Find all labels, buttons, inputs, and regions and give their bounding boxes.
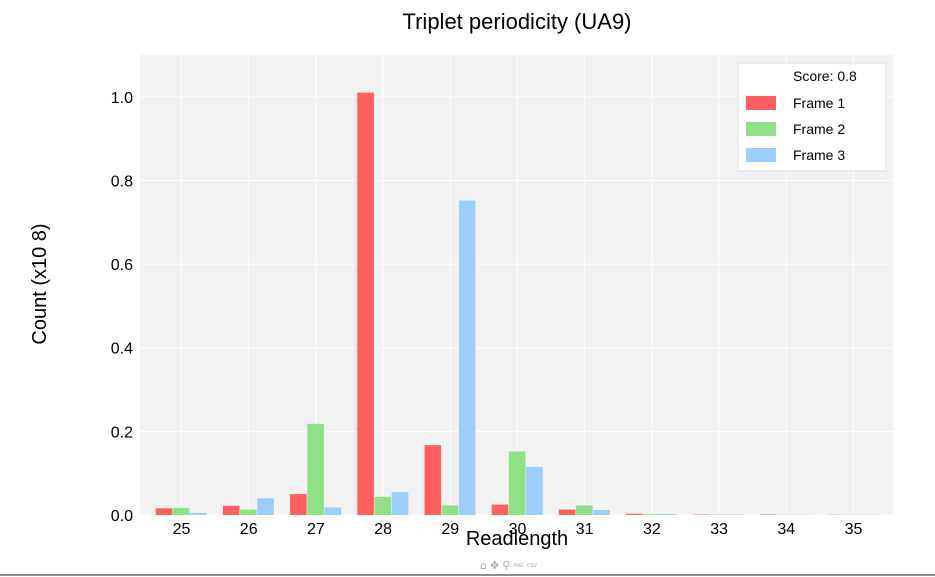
- x-tick-label: 33: [710, 521, 728, 538]
- x-tick-label: 27: [307, 521, 325, 538]
- bar: [508, 451, 526, 515]
- x-tick-label: 35: [845, 521, 863, 538]
- plot-toolbar: ⌂ ✥ ⚲ PNG CSV: [480, 558, 537, 574]
- bar: [643, 514, 660, 515]
- png-export-button[interactable]: PNG: [513, 563, 524, 569]
- bar: [458, 200, 476, 515]
- bar: [257, 498, 274, 515]
- legend-swatch: [746, 96, 776, 110]
- y-ticks: 0.0 0.2 0.4 0.6 0.8 1.0: [111, 90, 133, 525]
- x-tick-label: 31: [576, 521, 594, 538]
- x-tick-label: 26: [240, 521, 258, 538]
- grid: [140, 55, 893, 516]
- x-tick-label: 32: [643, 521, 661, 538]
- zoom-icon[interactable]: ⚲: [502, 559, 511, 572]
- legend-label: Frame 3: [793, 147, 845, 163]
- csv-export-button[interactable]: CSV: [526, 563, 537, 569]
- legend-label: Frame 2: [793, 121, 845, 137]
- legend: Score: 0.8 Frame 1 Frame 2 Frame 3: [737, 62, 887, 172]
- legend-label: Frame 1: [793, 95, 845, 111]
- bar: [391, 492, 409, 515]
- x-ticks: 25 26 27 28 29 30 31 32 33 34 35: [173, 521, 863, 538]
- y-tick-label: 0.6: [111, 257, 133, 274]
- x-tick-label: 25: [173, 521, 191, 538]
- bar: [526, 466, 543, 515]
- bar: [558, 509, 576, 515]
- bottom-divider: [0, 574, 935, 576]
- bar: [576, 505, 593, 515]
- legend-swatch: [746, 122, 776, 136]
- x-tick-label: 29: [441, 521, 459, 538]
- bar: [222, 505, 240, 515]
- bar: [240, 509, 257, 515]
- legend-items: Frame 1 Frame 2 Frame 3: [746, 95, 845, 163]
- bars: [155, 92, 879, 516]
- legend-swatch: [746, 148, 776, 162]
- y-tick-label: 1.0: [111, 90, 133, 107]
- bar: [424, 445, 442, 515]
- y-tick-label: 0.4: [111, 341, 133, 358]
- y-tick-label: 0.0: [111, 508, 133, 525]
- bar: [660, 514, 678, 515]
- bar: [357, 92, 374, 516]
- pan-icon[interactable]: ✥: [489, 559, 500, 572]
- bar: [374, 497, 392, 515]
- bar: [324, 507, 342, 515]
- bar: [491, 504, 509, 515]
- x-tick-label: 30: [509, 521, 527, 538]
- y-tick-label: 0.2: [111, 424, 133, 441]
- x-tick-label: 34: [777, 521, 795, 538]
- bar: [155, 508, 173, 515]
- bar: [172, 507, 190, 515]
- x-tick-label: 28: [374, 521, 392, 538]
- bar: [290, 494, 307, 515]
- y-axis-label: Count (x10 8): [29, 223, 51, 344]
- bar: [307, 423, 324, 515]
- y-tick-label: 0.8: [111, 173, 133, 190]
- bar: [190, 512, 207, 515]
- bar: [626, 513, 643, 515]
- chart-title: Triplet periodicity (UA9): [402, 9, 631, 34]
- bar: [441, 505, 459, 515]
- home-icon[interactable]: ⌂: [480, 559, 487, 572]
- bar: [593, 509, 610, 515]
- x-axis-label: Readlength: [466, 528, 568, 550]
- legend-header: Score: 0.8: [793, 68, 857, 84]
